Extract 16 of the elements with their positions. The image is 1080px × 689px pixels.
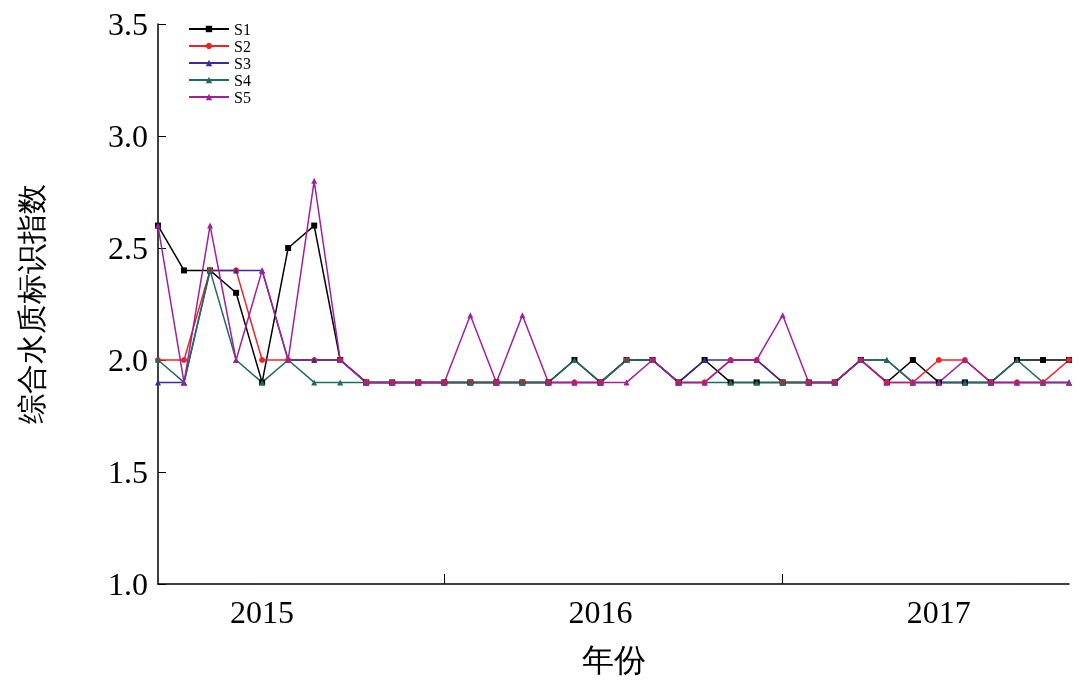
- legend-label: S4: [234, 71, 251, 89]
- y-tick-label: 3.5: [108, 6, 148, 42]
- y-tick-label: 2.0: [108, 342, 148, 378]
- y-tick-label: 2.5: [108, 230, 148, 266]
- y-axis-title: 综合水质标识指数: [14, 184, 48, 424]
- legend-label: S5: [234, 88, 251, 106]
- x-tick-label: 2015: [230, 594, 295, 630]
- x-tick-label: 2016: [568, 594, 633, 630]
- x-tick-label: 2017: [906, 594, 971, 630]
- y-tick-label: 1.5: [108, 454, 148, 490]
- legend-label: S2: [234, 37, 251, 55]
- legend-label: S1: [234, 20, 251, 38]
- y-tick-label: 1.0: [108, 566, 148, 602]
- legend-label: S3: [234, 54, 251, 72]
- y-tick-label: 3.0: [108, 118, 148, 154]
- x-axis-title: 年份: [581, 642, 646, 678]
